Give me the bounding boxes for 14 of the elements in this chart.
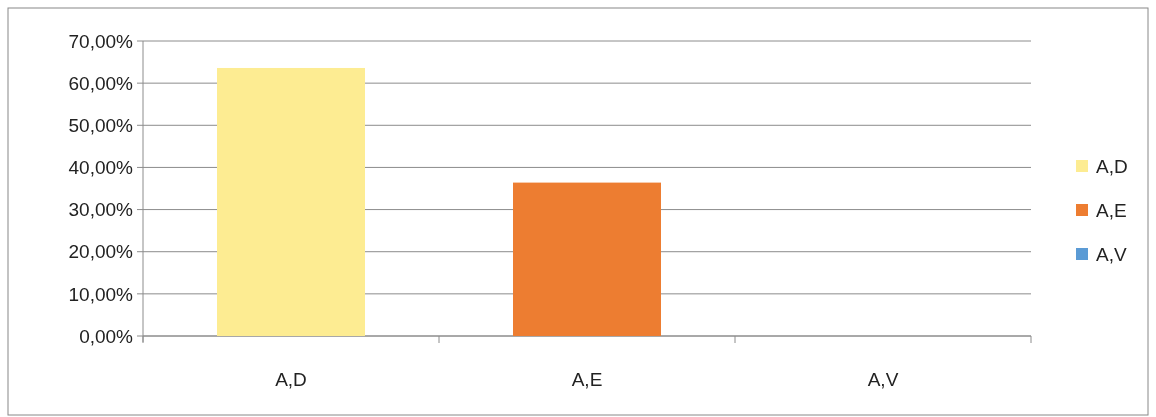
- y-tick-label: 0,00%: [79, 325, 134, 347]
- y-tick-label: 60,00%: [68, 72, 134, 94]
- y-tick-label: 70,00%: [68, 30, 134, 52]
- y-tick-label: 20,00%: [68, 241, 134, 263]
- y-tick-label: 50,00%: [68, 114, 134, 136]
- legend-label: A,V: [1096, 243, 1127, 265]
- x-tick-label: A,V: [867, 369, 899, 390]
- legend-label: A,E: [1096, 199, 1127, 221]
- y-tick-label: 40,00%: [68, 157, 134, 179]
- y-tick-label: 10,00%: [68, 283, 134, 305]
- x-tick-label: A,E: [571, 369, 603, 390]
- y-tick-label: 30,00%: [68, 199, 134, 221]
- x-tick-label: A,D: [275, 369, 307, 390]
- legend-label: A,D: [1096, 155, 1128, 177]
